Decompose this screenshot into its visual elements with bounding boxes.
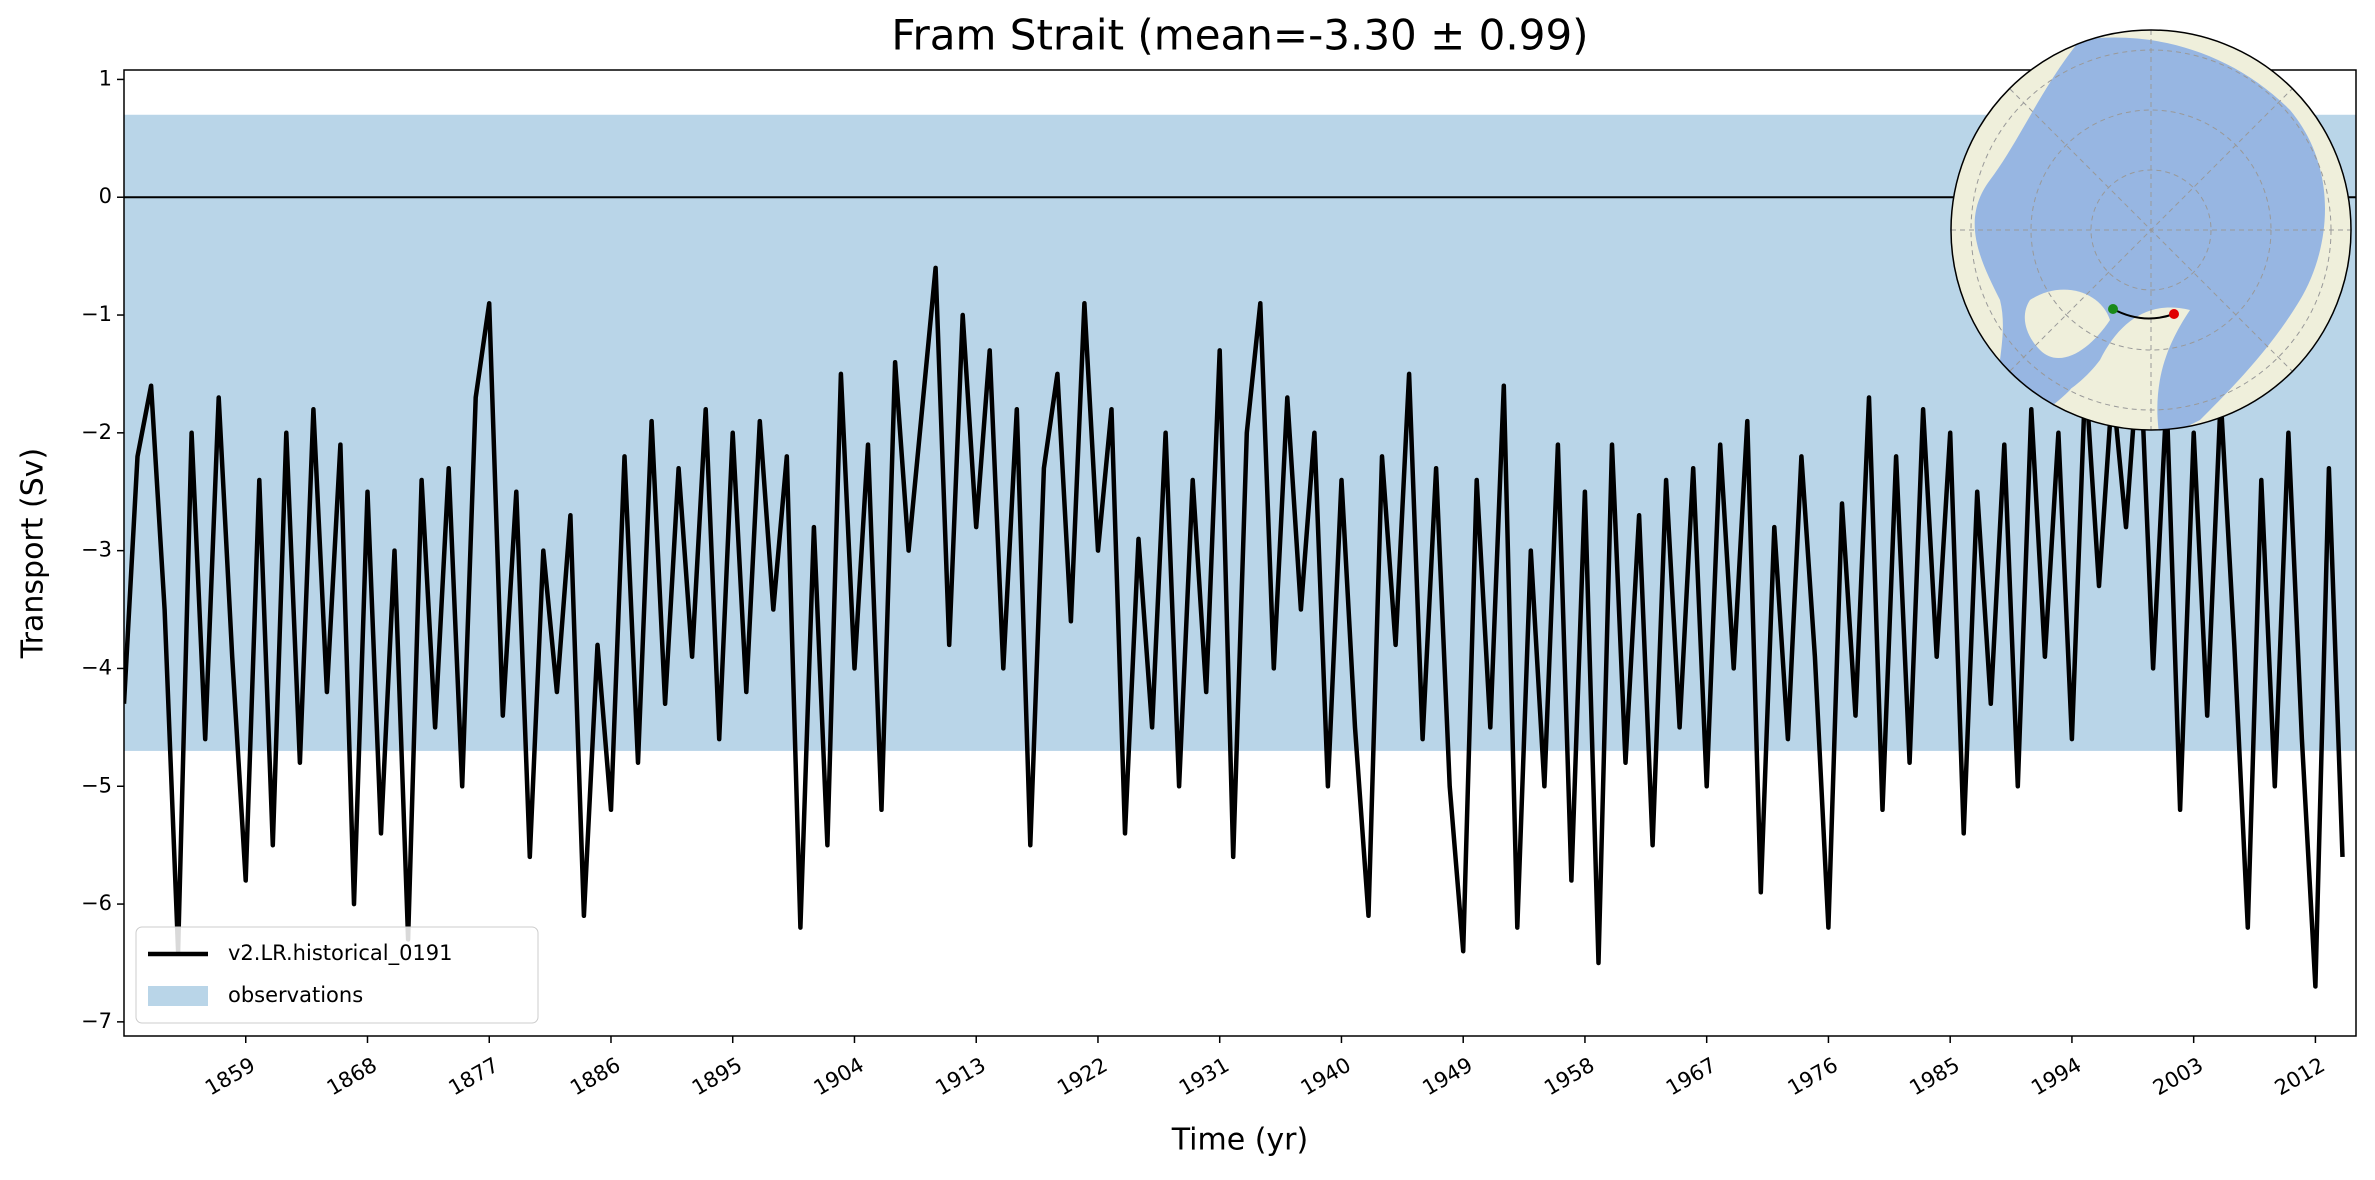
x-tick-label: 2012: [2271, 1053, 2329, 1101]
x-tick-label: 1922: [1053, 1053, 1111, 1101]
y-tick-label: −5: [81, 773, 112, 797]
y-tick-label: −7: [81, 1009, 112, 1033]
legend-label: v2.LR.historical_0191: [228, 941, 453, 966]
x-tick-label: 1859: [201, 1053, 259, 1101]
x-tick-label: 1985: [1905, 1053, 1963, 1101]
x-tick-label: 1967: [1662, 1053, 1720, 1101]
x-tick-label: 1931: [1175, 1053, 1233, 1101]
y-axis-label: Transport (Sv): [16, 448, 51, 660]
y-tick-label: −4: [81, 655, 112, 679]
x-tick-label: 1949: [1418, 1053, 1476, 1101]
map-greenland: [2024, 289, 2110, 359]
map-inset: [1950, 29, 2352, 431]
y-tick-label: −1: [81, 302, 112, 326]
x-tick-label: 1940: [1297, 1053, 1355, 1101]
y-tick-label: 0: [99, 184, 112, 208]
x-tick-label: 1877: [444, 1053, 502, 1101]
axes-frame: [123, 69, 2357, 1037]
chart-title: Fram Strait (mean=-3.30 ± 0.99): [891, 11, 1588, 60]
y-tick-label: 1: [99, 66, 112, 90]
x-axis-label: Time (yr): [1171, 1123, 1308, 1158]
x-tick-label: 1868: [323, 1053, 381, 1101]
section-start: [2108, 304, 2118, 314]
x-tick-label: 1895: [688, 1053, 746, 1101]
x-tick-label: 1976: [1784, 1053, 1842, 1101]
y-tick-label: −6: [81, 891, 112, 915]
legend-label: observations: [228, 983, 363, 1007]
section-end: [2169, 309, 2179, 319]
series-line: [124, 265, 2345, 989]
y-tick-label: −2: [81, 420, 112, 444]
x-tick-label: 1913: [931, 1053, 989, 1101]
x-tick-label: 2003: [2149, 1053, 2207, 1101]
x-tick-label: 1994: [2027, 1053, 2085, 1101]
section-line: [2112, 308, 2175, 320]
y-tick-label: −3: [81, 538, 112, 562]
x-tick-label: 1886: [566, 1053, 624, 1101]
legend-swatch: [148, 986, 208, 1006]
x-tick-label: 1904: [810, 1053, 868, 1101]
x-tick-label: 1958: [1540, 1053, 1598, 1101]
legend: v2.LR.historical_0191 observations: [135, 926, 539, 1024]
legend-box: [135, 926, 539, 1024]
